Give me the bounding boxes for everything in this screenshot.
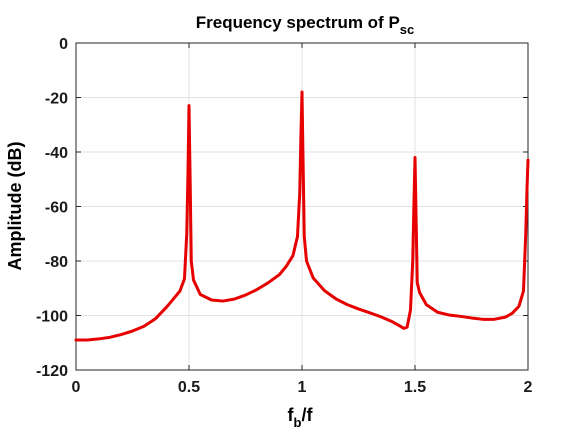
y-tick-label: -100 <box>36 309 68 326</box>
y-tick-label: -80 <box>45 254 68 271</box>
y-tick-label: -20 <box>45 91 68 108</box>
x-tick-label: 1.5 <box>404 379 426 396</box>
x-ticks: 0 0.5 1 1.5 2 <box>72 43 533 396</box>
x-tick-label: 2 <box>524 379 533 396</box>
y-tick-label: -60 <box>45 200 68 217</box>
y-tick-label: -120 <box>36 363 68 380</box>
x-axis-label: fb/f <box>288 405 314 430</box>
chart-title: Frequency spectrum of Psc <box>196 13 415 37</box>
x-tick-label: 0 <box>72 379 81 396</box>
y-ticks: 0 -20 -40 -60 -80 -100 -120 <box>36 36 528 380</box>
x-tick-label: 1 <box>298 379 307 396</box>
y-tick-label: 0 <box>59 36 68 53</box>
y-tick-label: -40 <box>45 145 68 162</box>
spectrum-line <box>74 90 530 342</box>
x-tick-label: 0.5 <box>178 379 200 396</box>
y-axis-label: Amplitude (dB) <box>5 142 25 271</box>
